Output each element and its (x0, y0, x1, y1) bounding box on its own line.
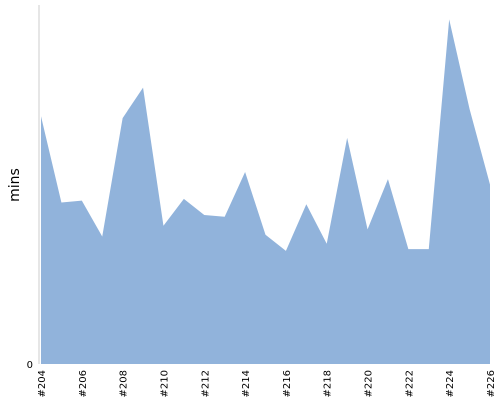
x-tick-label: #214 (241, 370, 252, 397)
y-tick-labels: 0 (27, 360, 33, 371)
x-tick-label: #218 (323, 370, 334, 397)
x-tick-label: #204 (37, 370, 48, 397)
area-series-0 (41, 19, 490, 365)
x-tick-label: #226 (486, 370, 497, 397)
y-axis-title: mins (7, 168, 23, 202)
y-tick-label: 0 (27, 360, 33, 371)
x-tick-label: #224 (445, 370, 456, 397)
x-tick-label: #212 (200, 370, 211, 397)
x-tick-labels: #204 #206 #208 #210 #212 #214 #216 #218 #220 #222… (37, 370, 497, 397)
x-tick-label: #210 (160, 370, 171, 397)
x-tick-label: #216 (282, 370, 293, 397)
x-tick-label: #208 (119, 370, 130, 397)
x-tick-label: #220 (364, 370, 375, 397)
plot-area (41, 19, 490, 365)
x-tick-label: #206 (78, 370, 89, 397)
x-tick-label: #222 (404, 370, 415, 397)
